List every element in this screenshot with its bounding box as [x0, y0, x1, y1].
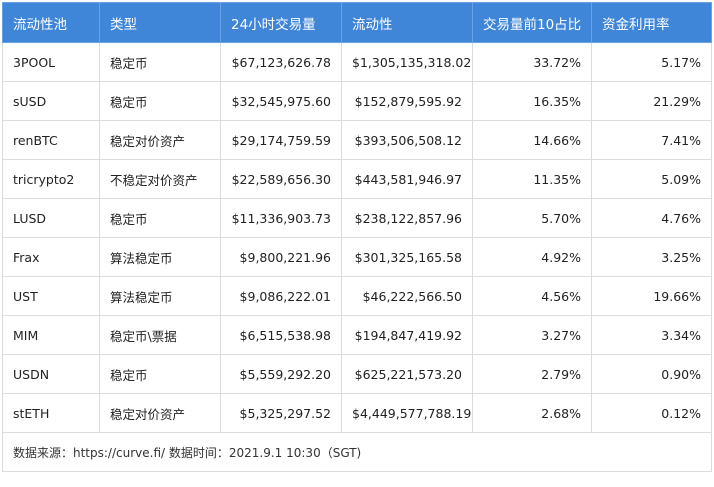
cell-top10-share: 14.66% — [472, 120, 592, 160]
cell-volume-24h: $22,589,656.30 — [220, 159, 342, 199]
header-type: 类型 — [99, 2, 221, 43]
cell-type: 稳定币\票据 — [99, 315, 221, 355]
table-row: 3POOL 稳定币 $67,123,626.78 $1,305,135,318.02 3… — [2, 42, 712, 82]
cell-volume-24h: $6,515,538.98 — [220, 315, 342, 355]
cell-liquidity: $393,506,508.12 — [341, 120, 473, 160]
cell-type: 不稳定对价资产 — [99, 159, 221, 199]
data-source-note: 数据来源：https://curve.fi/ 数据时间：2021.9.1 10:… — [2, 432, 712, 472]
cell-pool: sUSD — [2, 81, 100, 121]
cell-pool: 3POOL — [2, 42, 100, 82]
header-utilization: 资金利用率 — [591, 2, 712, 43]
cell-pool: renBTC — [2, 120, 100, 160]
table-row: Frax 算法稳定币 $9,800,221.96 $301,325,165.58 4.9… — [2, 237, 712, 277]
header-row: 流动性池 类型 24小时交易量 流动性 交易量前10占比 资金利用率 — [2, 2, 712, 43]
cell-top10-share: 4.92% — [472, 237, 592, 277]
header-top10-share: 交易量前10占比 — [472, 2, 592, 43]
cell-utilization: 5.17% — [591, 42, 712, 82]
cell-liquidity: $1,305,135,318.02 — [341, 42, 473, 82]
table-row: sUSD 稳定币 $32,545,975.60 $152,879,595.92 16.3… — [2, 81, 712, 121]
cell-top10-share: 33.72% — [472, 42, 592, 82]
cell-type: 算法稳定币 — [99, 276, 221, 316]
cell-volume-24h: $5,325,297.52 — [220, 393, 342, 433]
cell-top10-share: 16.35% — [472, 81, 592, 121]
header-pool: 流动性池 — [2, 2, 100, 43]
cell-type: 稳定币 — [99, 81, 221, 121]
cell-type: 稳定币 — [99, 354, 221, 394]
cell-volume-24h: $29,174,759.59 — [220, 120, 342, 160]
cell-top10-share: 3.27% — [472, 315, 592, 355]
cell-pool: LUSD — [2, 198, 100, 238]
cell-volume-24h: $32,545,975.60 — [220, 81, 342, 121]
cell-utilization: 0.12% — [591, 393, 712, 433]
cell-utilization: 3.34% — [591, 315, 712, 355]
cell-liquidity: $194,847,419.92 — [341, 315, 473, 355]
cell-liquidity: $152,879,595.92 — [341, 81, 473, 121]
cell-pool: Frax — [2, 237, 100, 277]
cell-volume-24h: $5,559,292.20 — [220, 354, 342, 394]
cell-liquidity: $46,222,566.50 — [341, 276, 473, 316]
table-row: LUSD 稳定币 $11,336,903.73 $238,122,857.96 5.70… — [2, 198, 712, 238]
cell-liquidity: $238,122,857.96 — [341, 198, 473, 238]
cell-type: 稳定币 — [99, 198, 221, 238]
cell-type: 稳定对价资产 — [99, 393, 221, 433]
cell-top10-share: 4.56% — [472, 276, 592, 316]
footer-row: 数据来源：https://curve.fi/ 数据时间：2021.9.1 10:… — [2, 432, 712, 472]
cell-utilization: 7.41% — [591, 120, 712, 160]
cell-volume-24h: $9,800,221.96 — [220, 237, 342, 277]
cell-liquidity: $443,581,946.97 — [341, 159, 473, 199]
cell-utilization: 5.09% — [591, 159, 712, 199]
table-row: stETH 稳定对价资产 $5,325,297.52 $4,449,577,788.1… — [2, 393, 712, 433]
cell-pool: tricrypto2 — [2, 159, 100, 199]
cell-liquidity: $625,221,573.20 — [341, 354, 473, 394]
cell-volume-24h: $11,336,903.73 — [220, 198, 342, 238]
cell-type: 稳定对价资产 — [99, 120, 221, 160]
cell-pool: MIM — [2, 315, 100, 355]
cell-liquidity: $4,449,577,788.19 — [341, 393, 473, 433]
header-liquidity: 流动性 — [341, 2, 473, 43]
cell-utilization: 0.90% — [591, 354, 712, 394]
cell-utilization: 21.29% — [591, 81, 712, 121]
cell-pool: UST — [2, 276, 100, 316]
table-row: UST 算法稳定币 $9,086,222.01 $46,222,566.50 4.56%… — [2, 276, 712, 316]
cell-liquidity: $301,325,165.58 — [341, 237, 473, 277]
table-row: USDN 稳定币 $5,559,292.20 $625,221,573.20 2.79%… — [2, 354, 712, 394]
cell-utilization: 3.25% — [591, 237, 712, 277]
cell-utilization: 4.76% — [591, 198, 712, 238]
header-volume-24h: 24小时交易量 — [220, 2, 342, 43]
cell-top10-share: 2.68% — [472, 393, 592, 433]
table-body: 3POOL 稳定币 $67,123,626.78 $1,305,135,318.02 3… — [2, 42, 712, 433]
table-row: renBTC 稳定对价资产 $29,174,759.59 $393,506,508.1… — [2, 120, 712, 160]
cell-pool: USDN — [2, 354, 100, 394]
table-row: MIM 稳定币\票据 $6,515,538.98 $194,847,419.92 3.2… — [2, 315, 712, 355]
cell-type: 稳定币 — [99, 42, 221, 82]
cell-volume-24h: $9,086,222.01 — [220, 276, 342, 316]
table-row: tricrypto2 不稳定对价资产 $22,589,656.30 $443,581,… — [2, 159, 712, 199]
cell-type: 算法稳定币 — [99, 237, 221, 277]
cell-top10-share: 2.79% — [472, 354, 592, 394]
cell-utilization: 19.66% — [591, 276, 712, 316]
liquidity-pool-table: 流动性池 类型 24小时交易量 流动性 交易量前10占比 资金利用率 3POOL… — [2, 2, 712, 472]
cell-volume-24h: $67,123,626.78 — [220, 42, 342, 82]
cell-top10-share: 5.70% — [472, 198, 592, 238]
cell-top10-share: 11.35% — [472, 159, 592, 199]
cell-pool: stETH — [2, 393, 100, 433]
